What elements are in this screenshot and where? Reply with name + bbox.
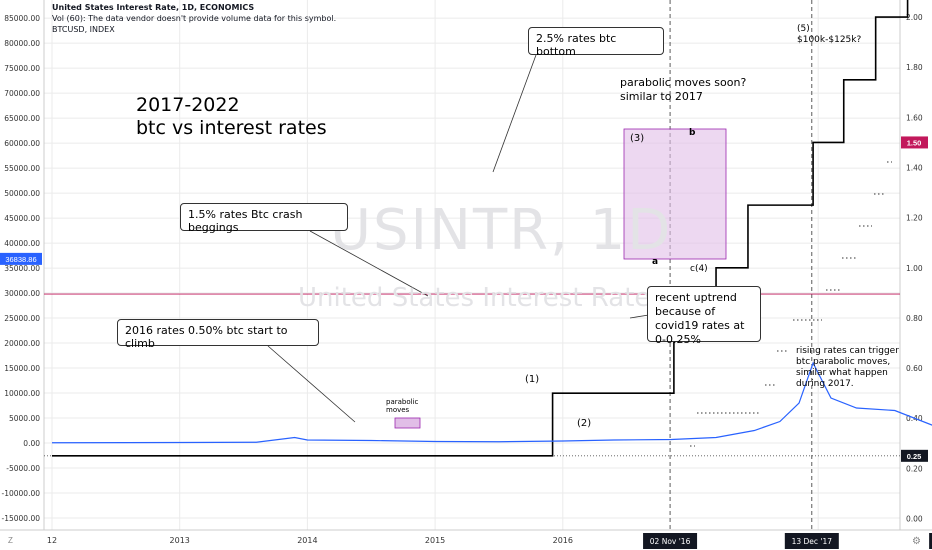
left-axis-tick-label: 55000.00 (4, 164, 40, 173)
target-price-note: $100k-$125k? (797, 35, 862, 45)
callout-covid[interactable]: recent uptrend because of covid19 rates … (647, 286, 761, 346)
left-axis-tick-label: 65000.00 (4, 114, 40, 123)
left-axis-tick-label: 5000.00 (9, 414, 40, 423)
date-marker-badge (643, 533, 698, 549)
left-axis-tick-label: 50000.00 (4, 189, 40, 198)
left-axis-tick-label: 60000.00 (4, 139, 40, 148)
right-axis-tick-label: 1.40 (906, 164, 923, 173)
callout-2-5-rates[interactable]: 2.5% rates btc bottom (528, 27, 664, 58)
callout-1-5-rates[interactable]: 1.5% rates Btc crash beggings (180, 203, 348, 234)
settings-gear-icon: ⚙ (912, 536, 921, 547)
left-axis-tick-label: -10000.00 (2, 489, 41, 498)
pattern-box (623, 128, 727, 260)
right-axis-tick-label: 0.60 (906, 364, 923, 373)
btc-last-value-badge (0, 252, 42, 265)
rate-marker-label: 0.25 (907, 452, 922, 461)
right-axis-tick-label: 1.20 (906, 214, 923, 223)
watermark-name: United States Interest Rate (298, 283, 651, 313)
right-axis-tick-label: 1.80 (906, 63, 923, 72)
left-axis-tick-label: 25000.00 (4, 314, 40, 323)
date-marker-label: 13 Dec '17 (792, 537, 833, 546)
callout-pointer (309, 230, 429, 297)
btc-last-value-label: 36838.86 (5, 255, 36, 264)
rising-rates-note: rising rates can trigger btc parabolic m… (796, 346, 899, 389)
parabolic-small-box (394, 417, 421, 429)
left-axis-tick-label: 70000.00 (4, 89, 40, 98)
wave-label-2: (2) (577, 418, 592, 429)
left-axis-tick-label: 85000.00 (4, 14, 40, 23)
left-axis-tick-label: 45000.00 (4, 214, 40, 223)
symbol-header: United States Interest Rate, 1D, ECONOMI… (52, 3, 255, 12)
watermark-symbol: USINTR, 1D (330, 198, 673, 263)
x-axis-tick-label: 12 (47, 536, 57, 545)
date-marker-badge (784, 533, 839, 549)
parabolic-note: parabolic moves soon? similar to 2017 (620, 76, 747, 103)
left-axis-tick-label: 20000.00 (4, 339, 40, 348)
rate-marker-badge (901, 136, 928, 149)
zoom-corner-icon: Z (8, 536, 13, 545)
wave-label-1: (1) (525, 374, 540, 385)
right-axis-tick-label: 1.00 (906, 264, 923, 273)
left-axis-tick-label: 10000.00 (4, 389, 40, 398)
right-axis-tick-label: 1.60 (906, 113, 923, 122)
x-axis-tick-label: 2013 (170, 536, 190, 545)
left-axis-tick-label: 35000.00 (4, 264, 40, 273)
x-axis-tick-label: 2015 (425, 536, 445, 545)
left-axis-tick-label: -15000.00 (2, 514, 41, 523)
compare-symbol: BTCUSD, INDEX (52, 25, 115, 34)
volume-header: Vol (60): The data vendor doesn't provid… (52, 14, 337, 23)
rate-marker-label: 1.50 (907, 138, 922, 147)
wave-label-b: b (689, 128, 696, 138)
title-line-1: 2017-2022 (136, 94, 240, 116)
wave-label-3: (3) (630, 133, 645, 144)
x-axis-tick-label: 2016 (553, 536, 573, 545)
callout-pointer (267, 345, 356, 423)
title-line-2: btc vs interest rates (136, 117, 327, 139)
left-axis-tick-label: -5000.00 (6, 464, 40, 473)
date-marker-badge (929, 533, 932, 549)
right-axis-tick-label: 0.00 (906, 515, 923, 524)
rate-marker-badge (901, 449, 928, 462)
left-axis-tick-label: 15000.00 (4, 364, 40, 373)
right-axis-tick-label: 0.20 (906, 464, 923, 473)
right-axis-tick-label: 2.00 (906, 13, 923, 22)
left-axis-tick-label: 80000.00 (4, 39, 40, 48)
btc-price-line (51, 361, 932, 444)
callout-2016[interactable]: 2016 rates 0.50% btc start to climb (117, 319, 319, 350)
left-axis-tick-label: 75000.00 (4, 64, 40, 73)
wave-label-c4: c(4) (690, 264, 708, 274)
left-axis-tick-label: 0.00 (23, 439, 40, 448)
chart-title: 2017-2022 btc vs interest rates (136, 94, 327, 140)
callout-pointer (492, 54, 537, 173)
right-axis-tick-label: 0.80 (906, 314, 923, 323)
parabolic-small-label: parabolic moves (386, 398, 419, 414)
wave-label-a: a (652, 257, 659, 267)
left-axis-tick-label: 40000.00 (4, 239, 40, 248)
date-marker-label: 02 Nov '16 (650, 537, 691, 546)
left-axis-tick-label: 30000.00 (4, 289, 40, 298)
target-wave-label: (5) (797, 24, 810, 34)
x-axis-tick-label: 2014 (297, 536, 317, 545)
